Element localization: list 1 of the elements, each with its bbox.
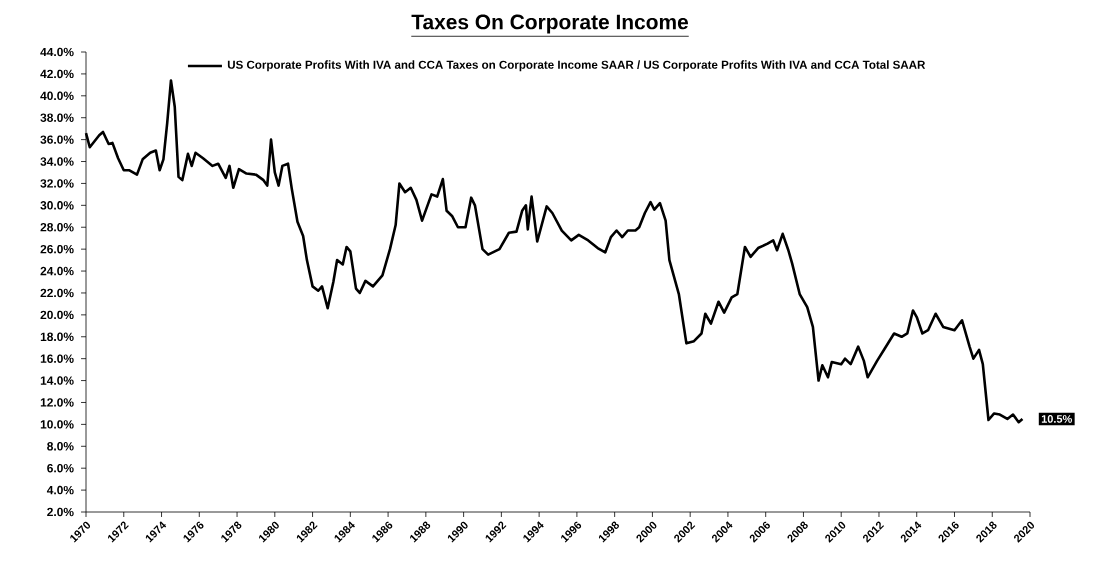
chart-title: Taxes On Corporate Income — [411, 14, 689, 34]
